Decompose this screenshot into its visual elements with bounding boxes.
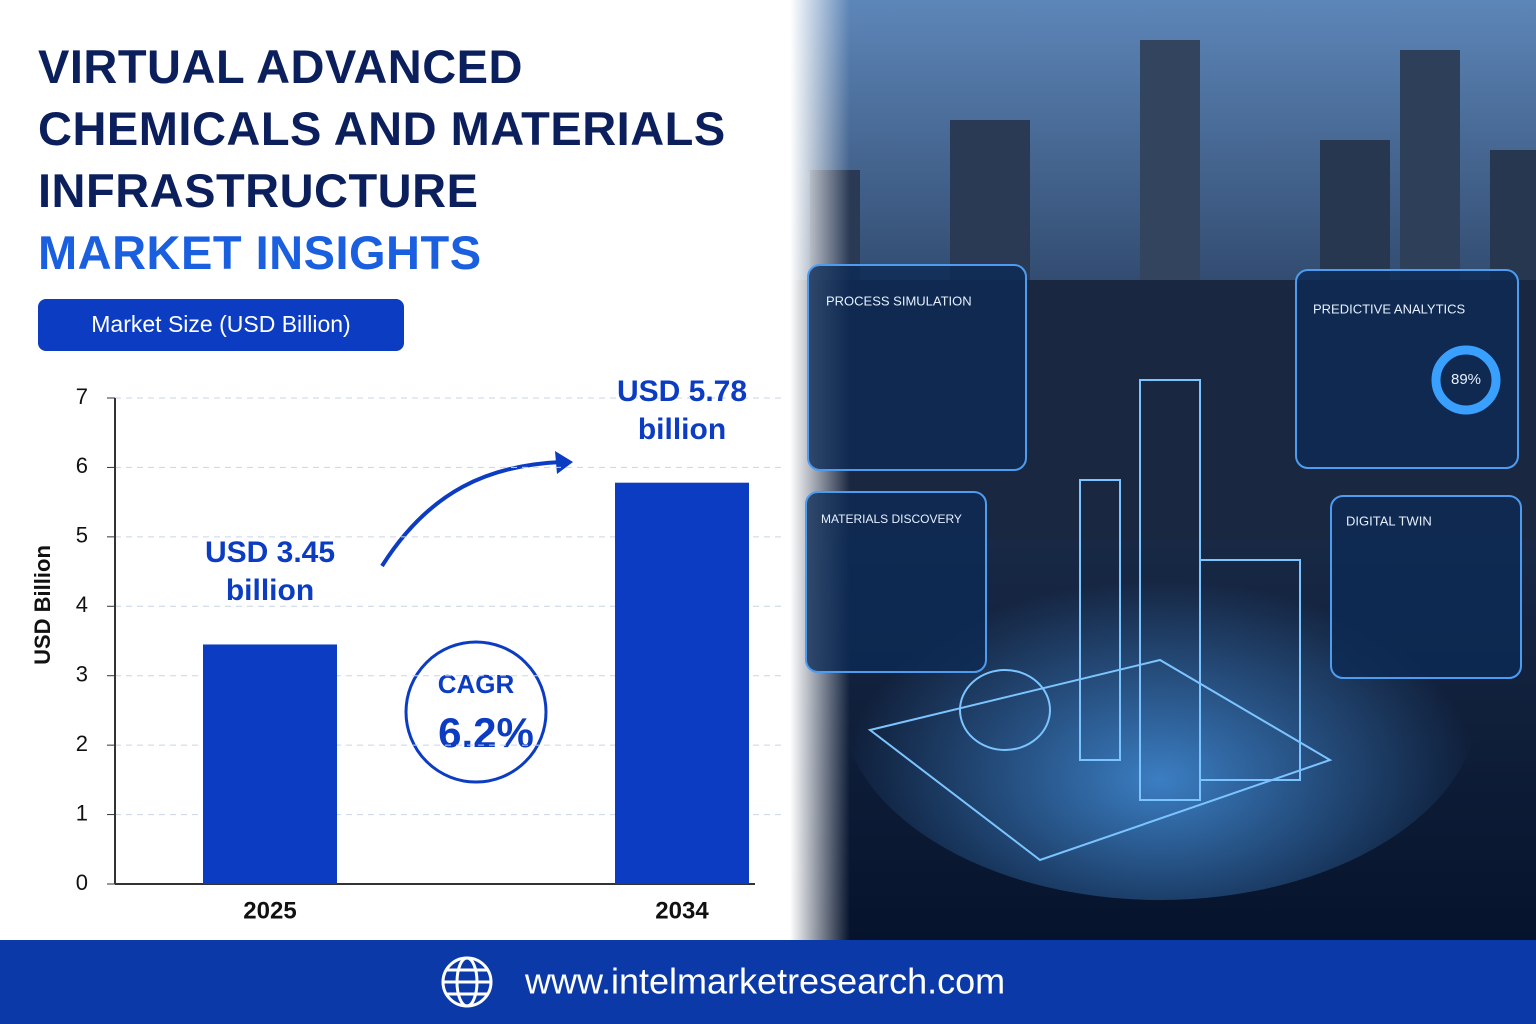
growth-arrow — [380, 460, 563, 568]
panel-title: PREDICTIVE ANALYTICS — [1313, 301, 1466, 316]
cagr-title: CAGR — [438, 669, 515, 699]
y-tick-label: 5 — [76, 523, 88, 548]
badge — [38, 299, 404, 351]
footer — [0, 940, 1536, 1024]
hero-image: PROCESS SIMULATION PREDICTIVE ANALYTICS … — [790, 0, 1536, 940]
title-line: CHEMICALS AND MATERIALS — [38, 102, 726, 155]
bar — [203, 644, 337, 884]
y-tick-label: 1 — [76, 800, 88, 825]
y-tick-label: 7 — [76, 384, 88, 409]
title-line: INFRASTRUCTURE — [38, 164, 479, 217]
subtitle: MARKET INSIGHTS — [38, 226, 482, 279]
footer-url[interactable]: www.intelmarketresearch.com — [524, 961, 1005, 1002]
y-tick-label: 4 — [76, 592, 88, 617]
badge-text: Market Size (USD Billion) — [91, 311, 350, 337]
y-tick-label: 6 — [76, 453, 88, 478]
panel-title: DIGITAL TWIN — [1346, 513, 1432, 528]
cagr-circle — [404, 640, 548, 784]
x-tick-label: 2025 — [243, 897, 296, 924]
title-line: VIRTUAL ADVANCED — [38, 40, 523, 93]
arrow-head — [555, 451, 573, 474]
y-tick-label: 3 — [76, 662, 88, 687]
bar — [615, 482, 749, 884]
y-tick-label: 0 — [76, 870, 88, 895]
x-tick-label: 2034 — [655, 897, 709, 924]
panel-title: PROCESS SIMULATION — [826, 293, 972, 308]
title: VIRTUAL ADVANCED CHEMICALS AND MATERIALS… — [38, 36, 726, 284]
value-label: USD 3.45 billion — [204, 536, 336, 608]
value-label: USD 5.78 billion — [616, 374, 748, 446]
panel-title: MATERIALS DISCOVERY — [821, 512, 962, 526]
cagr-value: 6.2% — [438, 709, 534, 756]
y-axis-label: USD Billion — [30, 545, 55, 665]
y-tick-label: 2 — [76, 731, 88, 756]
panel-value: 89% — [1451, 371, 1481, 388]
globe-icon — [441, 956, 493, 1008]
